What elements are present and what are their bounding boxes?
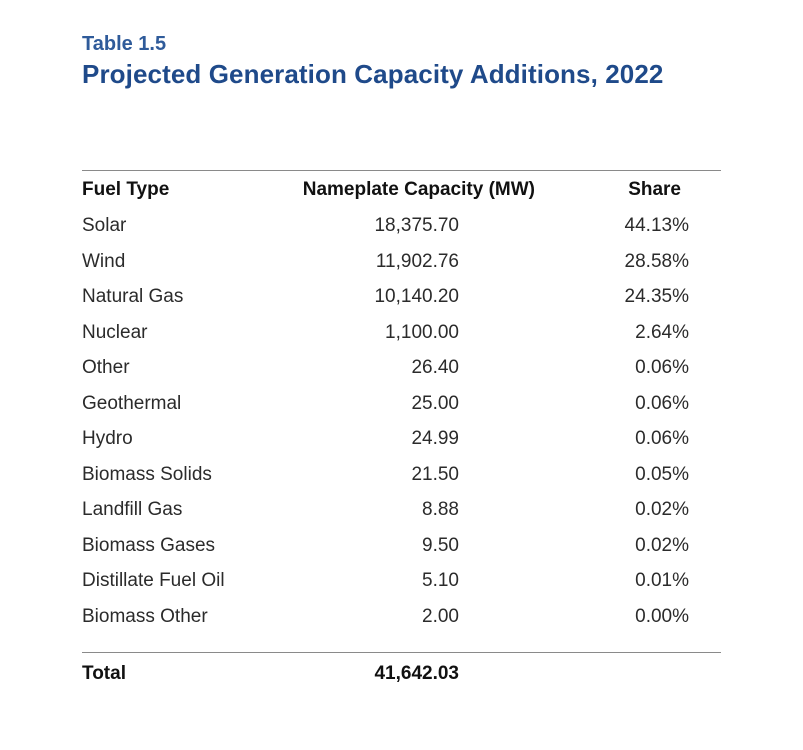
capacity-cell: 5.10 [422, 570, 459, 591]
table-number: Table 1.5 [82, 33, 167, 55]
capacity-cell: 18,375.70 [374, 215, 459, 236]
table-row: Natural Gas 10,140.20 24.35% [82, 279, 721, 315]
table-row: Hydro 24.99 0.06% [82, 421, 721, 457]
share-cell: 0.00% [635, 605, 689, 627]
total-label: Total [82, 663, 126, 684]
share-cell: 0.06% [635, 428, 689, 449]
share-cell: 28.58% [624, 250, 689, 272]
table-header-row: Fuel Type Nameplate Capacity (MW) Share [82, 172, 721, 208]
fuel-type-cell: Nuclear [82, 321, 148, 343]
total-capacity: 41,642.03 [374, 663, 459, 684]
top-rule [82, 170, 721, 171]
capacity-cell: 2.00 [422, 605, 459, 627]
share-cell: 24.35% [624, 286, 689, 307]
total-row: Total 41,642.03 [82, 656, 721, 692]
share-cell: 44.13% [624, 215, 689, 236]
share-cell: 0.05% [635, 463, 689, 485]
capacity-cell: 25.00 [411, 392, 459, 414]
table-row: Wind 11,902.76 28.58% [82, 244, 721, 280]
table-caption: Table 1.5 Projected Generation Capacity … [82, 30, 663, 90]
fuel-type-cell: Solar [82, 215, 127, 236]
fuel-type-cell: Landfill Gas [82, 499, 183, 520]
share-cell: 0.02% [635, 534, 689, 556]
capacity-table: Fuel Type Nameplate Capacity (MW) Share … [82, 172, 721, 634]
table-row: Landfill Gas 8.88 0.02% [82, 492, 721, 528]
share-cell: 0.06% [635, 357, 689, 378]
fuel-type-cell: Other [82, 357, 130, 378]
capacity-cell: 11,902.76 [375, 250, 459, 272]
bottom-rule [82, 652, 721, 653]
header-fuel-type: Fuel Type [82, 179, 170, 200]
share-cell: 2.64% [635, 321, 689, 343]
table-row: Other 26.40 0.06% [82, 350, 721, 386]
capacity-cell: 9.50 [422, 534, 459, 556]
fuel-type-cell: Wind [82, 250, 126, 272]
capacity-cell: 8.88 [422, 499, 459, 520]
share-cell: 0.06% [635, 392, 689, 414]
share-cell: 0.01% [635, 570, 689, 591]
fuel-type-cell: Hydro [82, 428, 133, 449]
share-cell: 0.02% [635, 499, 689, 520]
table-row: Biomass Other 2.00 0.00% [82, 599, 721, 635]
table-row: Biomass Solids 21.50 0.05% [82, 457, 721, 493]
capacity-cell: 10,140.20 [374, 286, 459, 307]
fuel-type-cell: Biomass Other [82, 605, 208, 627]
header-nameplate-capacity: Nameplate Capacity (MW) [302, 179, 535, 200]
table-row: Biomass Gases 9.50 0.02% [82, 528, 721, 564]
fuel-type-cell: Geothermal [82, 392, 182, 414]
fuel-type-cell: Distillate Fuel Oil [82, 570, 225, 591]
fuel-type-cell: Biomass Gases [82, 534, 216, 556]
table-row: Geothermal 25.00 0.06% [82, 386, 721, 422]
capacity-cell: 1,100.00 [385, 321, 459, 343]
fuel-type-cell: Natural Gas [82, 286, 184, 307]
table-row: Distillate Fuel Oil 5.10 0.01% [82, 563, 721, 599]
capacity-cell: 21.50 [411, 463, 459, 485]
table-row: Solar 18,375.70 44.13% [82, 208, 721, 244]
table-row: Nuclear 1,100.00 2.64% [82, 315, 721, 351]
table-title: Projected Generation Capacity Additions,… [82, 59, 664, 89]
capacity-cell: 24.99 [411, 428, 459, 449]
header-share: Share [628, 179, 681, 200]
fuel-type-cell: Biomass Solids [82, 463, 212, 485]
capacity-cell: 26.40 [411, 357, 459, 378]
table-body: Solar 18,375.70 44.13% Wind 11,902.76 28.58% N… [82, 208, 721, 634]
